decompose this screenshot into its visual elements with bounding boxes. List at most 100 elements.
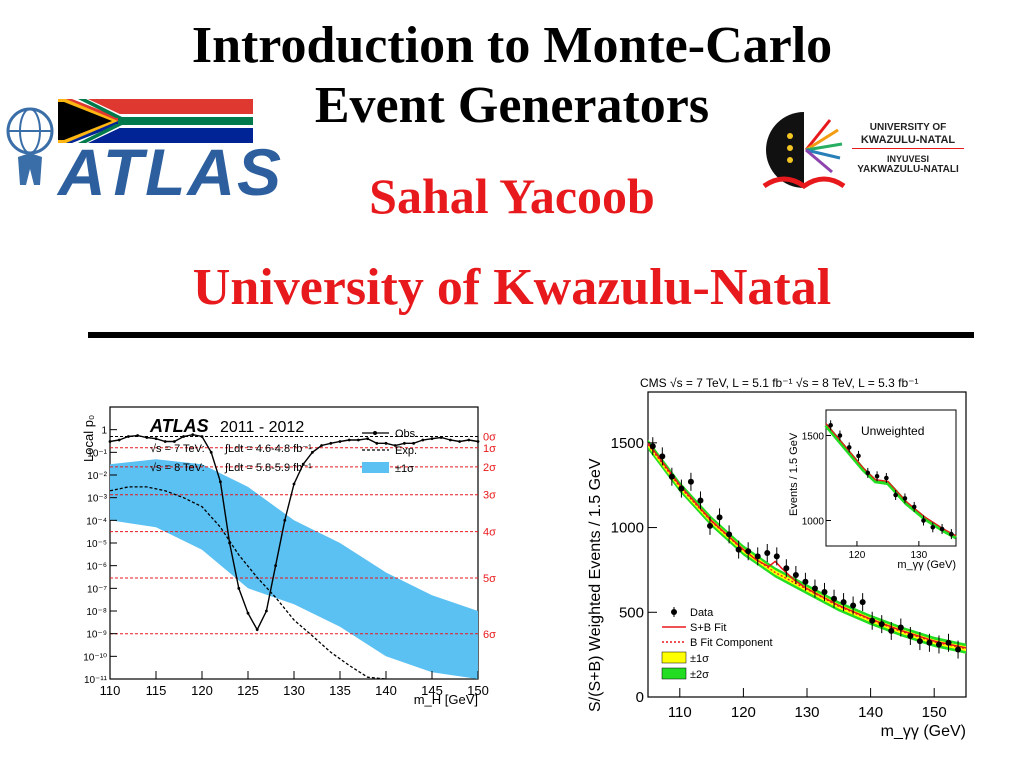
cms-data-point	[897, 624, 904, 631]
cms-data-point	[831, 595, 838, 602]
ukzn-text-line1: UNIVERSITY OF	[869, 122, 947, 133]
cms-inset-y-tick-label: 1000	[802, 517, 825, 528]
atlas-observed-point	[182, 435, 185, 438]
atlas-wordmark: ATLAS	[58, 135, 284, 209]
slide-title-line2: Event Generators	[314, 77, 710, 134]
atlas-plot-energy2: √s = 8 TeV:	[150, 462, 205, 474]
divider-rule	[88, 332, 974, 338]
atlas-plot-xlabel: m_H [GeV]	[414, 692, 478, 707]
cms-data-point	[735, 546, 742, 553]
cms-data-point	[649, 443, 656, 450]
cms-x-tick-label: 140	[858, 704, 883, 721]
atlas-y-tick-label: 10⁻⁶	[86, 562, 107, 573]
atlas-expected-band	[110, 459, 478, 679]
atlas-sigma-label: 1σ	[483, 443, 496, 455]
cms-inset-data-point	[856, 453, 861, 459]
cms-data-point	[678, 485, 685, 492]
atlas-observed-point	[219, 480, 222, 484]
cms-plot-header: CMS √s = 7 TeV, L = 5.1 fb⁻¹ √s = 8 TeV,…	[640, 376, 918, 390]
atlas-flag-icon	[6, 99, 253, 185]
atlas-sigma-label: 5σ	[483, 573, 496, 585]
ukzn-divider	[852, 148, 964, 149]
cms-inset-x-tick-label: 130	[911, 550, 928, 561]
atlas-y-tick-label: 10⁻¹¹	[84, 675, 108, 686]
atlas-y-tick-label: 10⁻⁷	[87, 584, 107, 595]
atlas-observed-point	[200, 435, 204, 438]
cms-legend-data: Data	[690, 607, 714, 619]
atlas-observed-point	[274, 564, 277, 568]
cms-inset-data-point	[921, 518, 926, 523]
atlas-observed-point	[458, 440, 461, 443]
cms-data-point	[907, 633, 914, 639]
atlas-observed-point	[476, 440, 480, 443]
cms-legend-data-marker	[671, 609, 677, 615]
cms-data-point	[754, 553, 761, 560]
cms-data-point	[811, 585, 818, 592]
atlas-observed-point	[117, 438, 121, 442]
atlas-plot-ylabel: Local p₀	[81, 415, 96, 462]
atlas-plot-years: 2011 - 2012	[220, 419, 304, 436]
cms-inset-data-point	[893, 492, 898, 498]
atlas-y-tick-label: 10⁻¹	[87, 448, 107, 459]
atlas-observed-point	[320, 444, 323, 447]
cms-inset-x-tick-label: 120	[849, 550, 866, 561]
slide-title-line1: Introduction to Monte-Carlo	[191, 17, 833, 74]
atlas-observed-point	[347, 438, 351, 442]
atlas-observed-point	[439, 436, 443, 439]
cms-inset-data-point	[949, 531, 954, 537]
cms-data-point	[869, 617, 876, 624]
atlas-observed-point	[384, 441, 388, 445]
atlas-x-tick-label: 125	[237, 683, 259, 698]
atlas-observed-point	[237, 586, 241, 590]
cms-data-point	[668, 473, 675, 480]
cms-y-tick-label: 500	[619, 604, 644, 621]
atlas-y-tick-label: 10⁻⁸	[86, 607, 107, 618]
atlas-sigma-label: 3σ	[483, 490, 496, 502]
cms-y-tick-label: 1500	[611, 435, 644, 452]
cms-inset-data-point	[902, 496, 908, 501]
atlas-legend-obs: Obs.	[395, 428, 418, 440]
cms-inset-data-point	[828, 423, 833, 428]
atlas-observed-point	[357, 438, 360, 442]
cms-data-point	[687, 478, 694, 485]
atlas-sigma-label: 0σ	[483, 431, 496, 443]
atlas-observed-point	[467, 438, 471, 442]
cms-legend-1sigma-swatch	[661, 651, 687, 664]
cms-data-point	[840, 599, 847, 606]
atlas-observed-point	[136, 434, 139, 437]
cms-x-tick-label: 120	[731, 704, 756, 721]
atlas-expected-line	[109, 486, 387, 680]
atlas-observed-point	[127, 435, 130, 438]
atlas-observed-point	[108, 440, 112, 443]
atlas-observed-point	[311, 450, 314, 454]
atlas-x-tick-label: 150	[467, 683, 489, 698]
cms-plot-xlabel: m_γγ (GeV)	[881, 723, 966, 740]
cms-data-point	[783, 565, 790, 572]
cms-inset-data-point	[939, 526, 945, 532]
atlas-observed-point	[393, 444, 397, 447]
atlas-sigma-label: 2σ	[483, 462, 496, 474]
cms-data-point	[697, 497, 704, 504]
cms-data-point	[707, 522, 714, 529]
cms-inset-data-point	[930, 525, 936, 530]
atlas-observed-point	[292, 482, 296, 486]
cms-data-point	[726, 531, 733, 538]
atlas-observed-point	[283, 518, 287, 522]
cms-inset-title: Unweighted	[861, 424, 924, 438]
cms-inset-frame	[825, 409, 957, 547]
atlas-observed-point	[412, 441, 415, 445]
atlas-x-tick-label: 130	[283, 683, 305, 698]
atlas-x-tick-label: 135	[329, 683, 351, 698]
cms-inset-data-point	[911, 504, 917, 510]
cms-data-point	[659, 453, 666, 460]
atlas-plot-lumi1: ∫Ldt = 4.6-4.8 fb⁻¹	[224, 443, 312, 455]
atlas-plot-experiment: ATLAS	[149, 416, 209, 436]
atlas-plot-energy1: √s = 7 TeV:	[150, 443, 205, 455]
atlas-legend-band: ±1σ	[395, 463, 414, 475]
cms-sb-fit-line	[647, 442, 967, 649]
atlas-observed-point	[265, 609, 268, 613]
atlas-x-tick-label: 140	[375, 683, 397, 698]
atlas-observed-point	[449, 438, 452, 442]
cms-y-tick-label: 0	[636, 689, 644, 706]
